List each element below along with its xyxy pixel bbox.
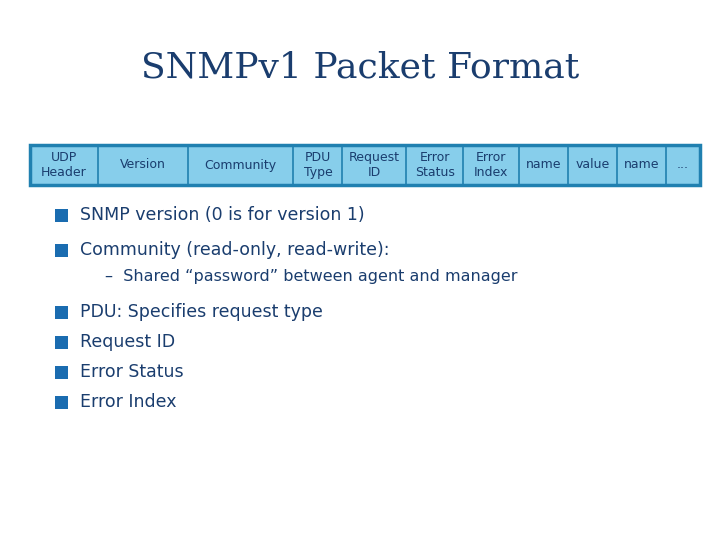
Text: PDU
Type: PDU Type	[304, 151, 333, 179]
Text: Request ID: Request ID	[80, 333, 175, 351]
Bar	[55, 208, 68, 221]
Text: PDU: Specifies request type: PDU: Specifies request type	[80, 303, 323, 321]
Text: Error Index: Error Index	[80, 393, 176, 411]
Bar	[55, 335, 68, 348]
Text: Request
ID: Request ID	[349, 151, 400, 179]
Bar	[55, 306, 68, 319]
Text: –  Shared “password” between agent and manager: – Shared “password” between agent and ma…	[105, 269, 518, 285]
Text: name: name	[526, 159, 562, 172]
Bar	[55, 244, 68, 256]
Bar	[55, 395, 68, 408]
Bar	[30, 145, 700, 185]
Text: Error Status: Error Status	[80, 363, 184, 381]
Text: ...: ...	[677, 159, 689, 172]
Text: Community (read-only, read-write):: Community (read-only, read-write):	[80, 241, 390, 259]
Text: UDP
Header: UDP Header	[41, 151, 86, 179]
Text: Version: Version	[120, 159, 166, 172]
Text: name: name	[624, 159, 660, 172]
Text: value: value	[575, 159, 610, 172]
Text: Error
Status: Error Status	[415, 151, 454, 179]
Text: Error
Index: Error Index	[474, 151, 508, 179]
Text: Community: Community	[204, 159, 277, 172]
Bar	[55, 366, 68, 379]
Text: SNMPv1 Packet Format: SNMPv1 Packet Format	[141, 50, 579, 84]
Text: SNMP version (0 is for version 1): SNMP version (0 is for version 1)	[80, 206, 364, 224]
